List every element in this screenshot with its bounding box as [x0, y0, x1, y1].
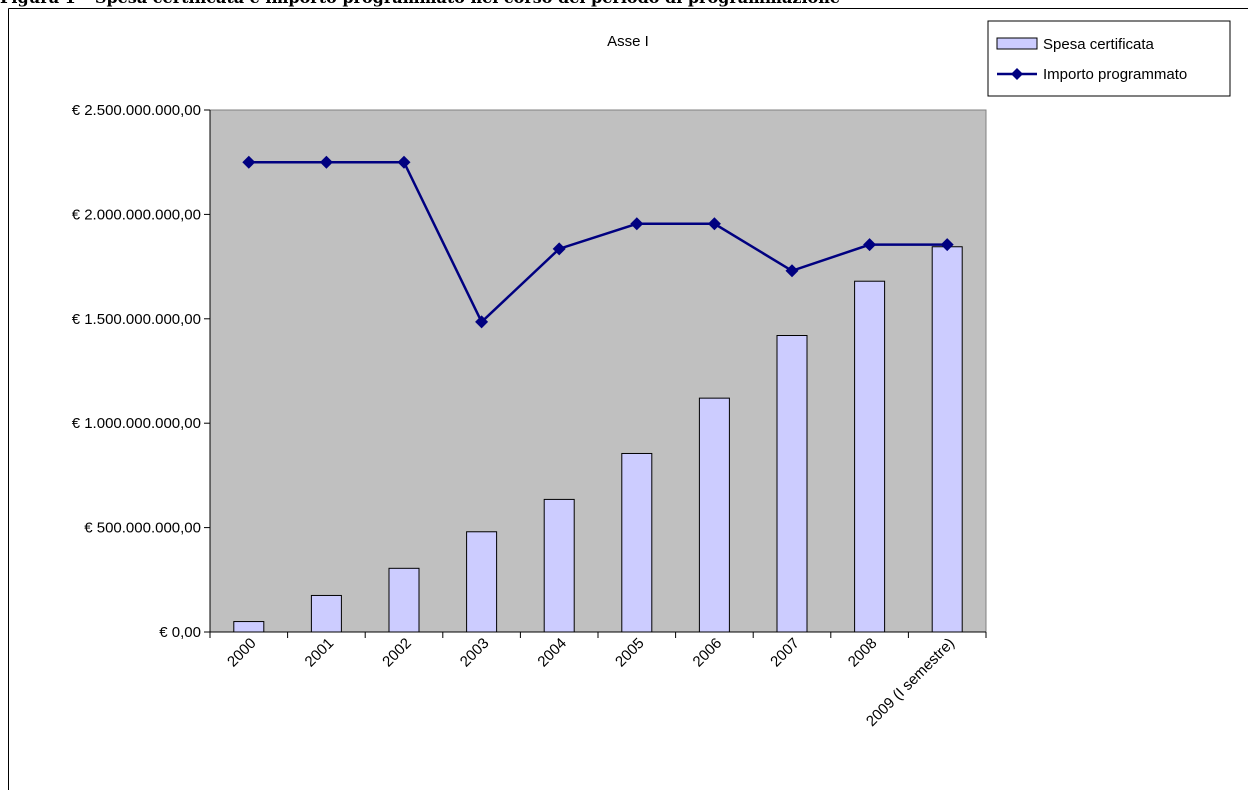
marker-2009-i-semestre: [940, 238, 954, 252]
line-layer: [242, 155, 954, 329]
x-tick-label-2006: 2006: [690, 635, 726, 671]
x-tick-label-2000: 2000: [224, 635, 260, 671]
y-tick-label: € 500.000.000,00: [84, 520, 201, 537]
bar-2000: [233, 621, 265, 633]
axes-layer: [204, 109, 987, 638]
legend: Spesa certificata Importo programmato: [987, 20, 1231, 97]
x-tick-label-2001: 2001: [302, 635, 338, 671]
x-tick-label-2008: 2008: [845, 635, 881, 671]
legend-swatch-importo-programmato-marker: [1011, 68, 1023, 80]
legend-label-spesa-certificata: Spesa certificata: [1043, 36, 1155, 53]
y-tick-labels: € 0,00 € 500.000.000,00 € 1.000.000.000,00…: [72, 102, 201, 641]
marker-2005: [630, 217, 644, 231]
x-tick-label-2005: 2005: [612, 635, 648, 671]
bar-2005: [621, 452, 653, 633]
page-heading: Figura 1 – Spesa certificata e importo p…: [0, 0, 1252, 8]
marker-2002: [397, 155, 411, 169]
bar-2009-i-semestre: [931, 246, 963, 633]
y-tick-label: € 1.000.000.000,00: [72, 415, 201, 432]
bar-2002: [388, 567, 420, 633]
marker-2003: [475, 315, 489, 329]
x-tick-labels: 2000 2001 2002 2003 2004 2005 2006 2007 20082009…: [224, 635, 958, 730]
marker-2006: [707, 217, 721, 231]
x-tick-label-2007: 2007: [767, 635, 803, 671]
y-tick-label: € 1.500.000.000,00: [72, 311, 201, 328]
bars-layer: [233, 246, 963, 633]
bar-2007: [776, 335, 808, 633]
bar-2001: [310, 594, 342, 633]
marker-2000: [242, 155, 256, 169]
y-tick-label: € 2.000.000.000,00: [72, 206, 201, 223]
marker-2008: [863, 238, 877, 252]
legend-swatch-spesa-certificata: [996, 37, 1038, 50]
legend-box: [987, 20, 1231, 97]
chart-svg: 2000 2001 2002 2003 2004 2005 2006 2007 20082009…: [8, 8, 1248, 790]
marker-2004: [552, 242, 566, 256]
chart-frame: 2000 2001 2002 2003 2004 2005 2006 2007 2008 2009…: [8, 8, 1248, 790]
marker-2001: [319, 155, 333, 169]
bar-2006: [698, 397, 730, 633]
x-tick-label-2003: 2003: [457, 635, 493, 671]
y-tick-label: € 0,00: [159, 624, 201, 641]
chart-title: Asse I: [607, 33, 649, 50]
bar-2004: [543, 498, 575, 633]
marker-2007: [785, 264, 799, 278]
bar-2003: [466, 531, 498, 633]
y-tick-label: € 2.500.000.000,00: [72, 102, 201, 119]
x-tick-label-2002: 2002: [379, 635, 415, 671]
bar-2008: [854, 280, 886, 633]
legend-label-importo-programmato: Importo programmato: [1043, 66, 1187, 83]
x-tick-label-2004: 2004: [534, 635, 570, 671]
line-importo-programmato: [248, 160, 948, 325]
